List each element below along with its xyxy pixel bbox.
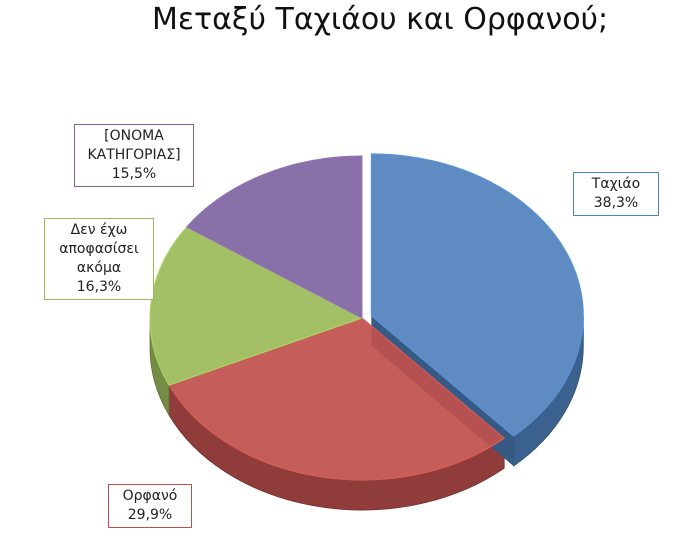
value-label: 16,3% [76, 279, 122, 295]
data-label: [ΟΝΟΜΑ ΚΑΤΗΓΟΡΙΑΣ] 15,5% [74, 124, 194, 187]
pie-slice [370, 153, 584, 437]
value-label: 29,9% [127, 507, 173, 523]
data-label: Δεν έχω αποφασίσει ακόμα 16,3% [44, 218, 154, 300]
data-label: Ταχιάο 38,3% [573, 172, 659, 216]
value-label: 38,3% [593, 195, 639, 211]
pie-slice [149, 226, 364, 386]
pie-slice [185, 155, 363, 319]
data-label: Ορφανό 29,9% [108, 484, 192, 528]
value-label: 15,5% [111, 166, 157, 182]
category-label: Ταχιάο [591, 176, 641, 192]
category-label: [ΟΝΟΜΑ ΚΑΤΗΓΟΡΙΑΣ] [87, 128, 181, 163]
chart-title: Μεταξύ Ταχιάου και Ορφανού; [151, 2, 609, 37]
pie-slice [168, 317, 506, 481]
category-label: Ορφανό [122, 488, 178, 504]
category-label: Δεν έχω αποφασίσει ακόμα [59, 222, 139, 276]
